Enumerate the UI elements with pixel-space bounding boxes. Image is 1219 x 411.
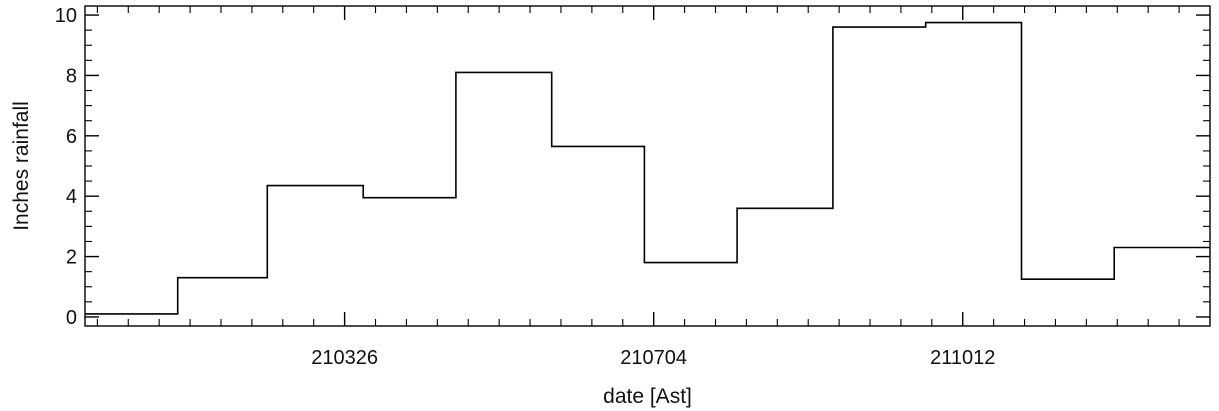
y-tick-label: 2 xyxy=(66,247,77,269)
tick-labels: 0 2 4 6 8 10 210326 210704 211012 xyxy=(55,5,996,369)
plot-frame xyxy=(84,5,1211,327)
y-tick-label: 8 xyxy=(66,65,77,87)
x-tick-label: 210704 xyxy=(620,347,687,369)
y-axis-label: Inches rainfall xyxy=(10,101,33,231)
y-tick-label: 4 xyxy=(66,186,77,208)
major-ticks xyxy=(85,6,1210,326)
y-tick-label: 0 xyxy=(66,307,77,329)
y-tick-label: 6 xyxy=(66,126,77,148)
x-axis-label: date [Ast] xyxy=(603,385,692,408)
y-tick-label: 10 xyxy=(55,5,77,27)
minor-ticks xyxy=(85,6,1210,326)
rainfall-series-line xyxy=(85,21,1210,315)
x-tick-label: 210326 xyxy=(311,347,378,369)
x-tick-label: 211012 xyxy=(930,347,995,369)
